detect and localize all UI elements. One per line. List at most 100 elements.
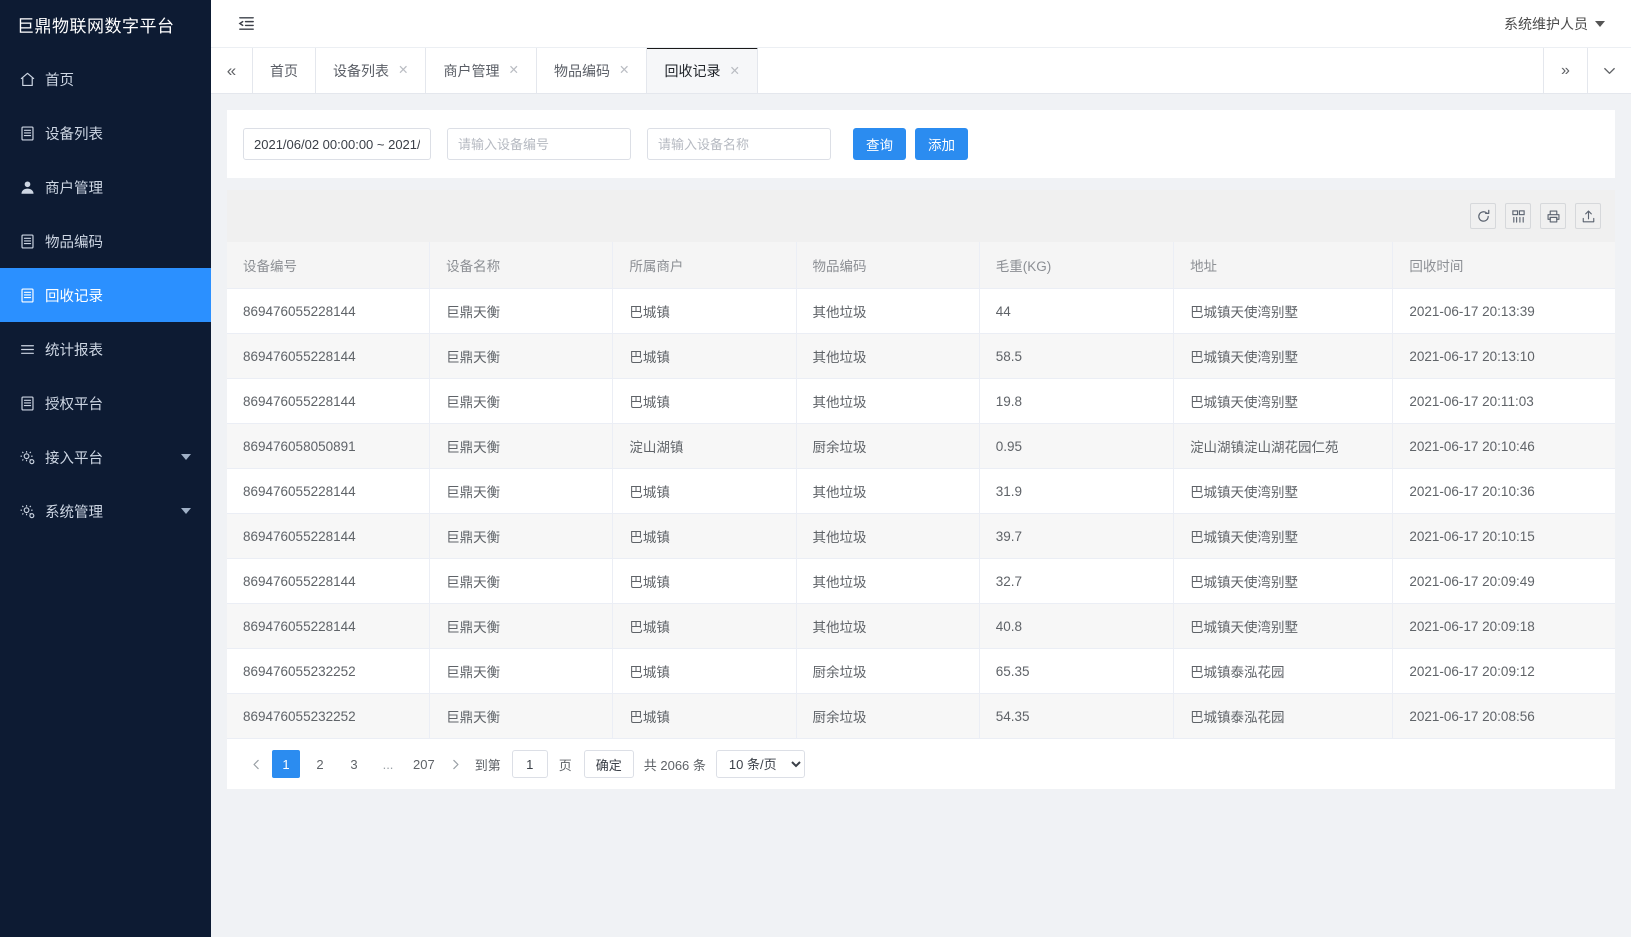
pagination-next-button[interactable] — [443, 751, 469, 777]
table-cell: 厨余垃圾 — [796, 423, 980, 469]
table-row[interactable]: 869476055228144 巨鼎天衡 巴城镇 其他垃圾 39.7 巴城镇天使湾别墅 20… — [227, 513, 1615, 559]
table-cell: 869476055228144 — [227, 333, 431, 379]
user-menu[interactable]: 系统维护人员 — [1504, 14, 1617, 34]
menu-icon — [18, 340, 36, 358]
chevron-down-icon[interactable] — [181, 454, 191, 460]
list-icon — [18, 124, 36, 142]
pagination-last-page-button[interactable]: 207 — [413, 756, 435, 772]
table-cell: 巨鼎天衡 — [429, 513, 614, 559]
table-cell: 巴城镇 — [612, 333, 797, 379]
table-cell: 869476058050891 — [227, 423, 431, 469]
device-code-input[interactable] — [447, 128, 631, 160]
sidebar-item-item-code[interactable]: 物品编码 — [0, 214, 211, 268]
print-icon[interactable] — [1540, 203, 1566, 229]
table-cell: 巨鼎天衡 — [429, 648, 614, 694]
close-icon[interactable]: ✕ — [618, 63, 630, 78]
close-icon[interactable]: ✕ — [729, 63, 740, 78]
close-icon[interactable]: ✕ — [508, 63, 519, 78]
tab-item[interactable]: 商户管理 ✕ — [426, 48, 537, 93]
table-row[interactable]: 869476055228144 巨鼎天衡 巴城镇 其他垃圾 19.8 巴城镇天使湾别墅 20… — [227, 378, 1615, 424]
device-name-input[interactable] — [647, 128, 831, 160]
sidebar-item-authorize[interactable]: 授权平台 — [0, 376, 211, 430]
table-row[interactable]: 869476055228144 巨鼎天衡 巴城镇 其他垃圾 31.9 巴城镇天使湾别墅 20… — [227, 468, 1615, 514]
table-cell: 其他垃圾 — [796, 513, 980, 559]
close-icon[interactable]: ✕ — [398, 63, 409, 78]
sidebar-nav: 首页 设备列表 商户管理 物品编码 回收记录统计报表授权平台接入平台系统管理 — [0, 52, 211, 538]
table-column-header: 回收时间 — [1392, 242, 1615, 289]
sidebar-item-recycle-record[interactable]: 回收记录 — [0, 268, 211, 322]
pagination-pages: 1 2 3... 207 — [269, 750, 443, 778]
table-toolbar — [227, 190, 1615, 242]
pagination-jump-suffix: 页 — [558, 757, 572, 773]
table-head: 设备编号 设备名称 所属商户 物品编码 毛重(KG) 地址 回收时间 — [227, 242, 1615, 289]
table-cell: 2021-06-17 20:11:03 — [1392, 378, 1615, 424]
tabs-scroll-left-button[interactable]: « — [211, 48, 253, 93]
table-row[interactable]: 869476058050891 巨鼎天衡 淀山湖镇 厨余垃圾 0.95 淀山湖镇淀山湖花园… — [227, 423, 1615, 469]
list-icon — [18, 394, 36, 412]
add-button[interactable]: 添加 — [915, 128, 968, 160]
table-cell: 869476055232252 — [227, 648, 431, 694]
table-cell: 869476055228144 — [227, 468, 431, 514]
table-cell: 巴城镇天使湾别墅 — [1173, 378, 1394, 424]
date-range-input[interactable] — [243, 128, 431, 160]
table-cell: 巴城镇天使湾别墅 — [1173, 558, 1394, 604]
table-cell: 2021-06-17 20:09:12 — [1392, 648, 1615, 694]
table-cell: 其他垃圾 — [796, 603, 980, 649]
sidebar-item-merchant[interactable]: 商户管理 — [0, 160, 211, 214]
columns-icon[interactable] — [1505, 203, 1531, 229]
table-cell: 其他垃圾 — [796, 333, 980, 379]
list-icon — [18, 286, 36, 304]
table-row[interactable]: 869476055232252 巨鼎天衡 巴城镇 厨余垃圾 65.35 巴城镇泰泓花园 20… — [227, 648, 1615, 694]
menu-fold-icon[interactable] — [237, 14, 256, 33]
table-cell: 其他垃圾 — [796, 468, 980, 514]
table-row[interactable]: 869476055228144 巨鼎天衡 巴城镇 其他垃圾 40.8 巴城镇天使湾别墅 20… — [227, 603, 1615, 649]
pagination-prev-button[interactable] — [243, 751, 269, 777]
sidebar-item-report[interactable]: 统计报表 — [0, 322, 211, 376]
refresh-icon[interactable] — [1470, 203, 1496, 229]
tab-item[interactable]: 首页 — [253, 48, 316, 93]
tab-item[interactable]: 物品编码 ✕ — [536, 48, 648, 93]
table-cell: 869476055228144 — [227, 513, 431, 559]
table-row[interactable]: 869476055228144 巨鼎天衡 巴城镇 其他垃圾 44 巴城镇天使湾别墅 2021… — [227, 288, 1615, 334]
pagination: 12 3... 207 到第 页 确定 共 2066 条 10 条/页20 条/页5… — [227, 739, 1615, 789]
sidebar-item-home[interactable]: 首页 — [0, 52, 211, 106]
page-size-select[interactable]: 10 条/页20 条/页50 条/页100 条/页 — [715, 750, 805, 778]
tab-item[interactable]: 回收记录 ✕ — [647, 48, 758, 93]
tabs-scroll-right-button[interactable]: » — [1543, 48, 1587, 93]
table-cell: 巴城镇 — [612, 378, 797, 424]
home-icon — [18, 70, 36, 88]
table-cell: 巴城镇天使湾别墅 — [1173, 333, 1394, 379]
chevron-down-icon[interactable] — [181, 508, 191, 514]
tab-label: 设备列表 — [333, 62, 389, 79]
export-icon[interactable] — [1575, 203, 1601, 229]
pagination-page-button[interactable]: 1 — [272, 750, 300, 778]
table-row[interactable]: 869476055228144 巨鼎天衡 巴城镇 其他垃圾 32.7 巴城镇天使湾别墅 20… — [227, 558, 1615, 604]
sidebar-item-access-platform[interactable]: 接入平台 — [0, 430, 211, 484]
table-row[interactable]: 869476055228144 巨鼎天衡 巴城镇 其他垃圾 58.5 巴城镇天使湾别墅 20… — [227, 333, 1615, 379]
table-cell: 巨鼎天衡 — [429, 333, 614, 379]
pagination-confirm-button[interactable]: 确定 — [583, 750, 634, 778]
sidebar-item-label: 系统管理 — [45, 504, 103, 521]
sidebar: 巨鼎物联网数字平台 首页 设备列表 商户管理 物品编码 回收记录 统计报表 授权平台 接入平台… — [0, 0, 211, 937]
sidebar-item-device-list[interactable]: 设备列表 — [0, 106, 211, 160]
top-bar: 系统维护人员 — [211, 0, 1631, 48]
tab-item[interactable]: 设备列表 ✕ — [316, 48, 427, 93]
sidebar-item-label: 授权平台 — [45, 396, 103, 413]
pagination-page-button[interactable]: 2 — [316, 756, 324, 772]
table-cell: 32.7 — [979, 558, 1175, 604]
tabs-scroll-container: 首页 设备列表 ✕ 商户管理 ✕ 物品编码 ✕ 回收记录 ✕ — [253, 48, 1543, 93]
gear-icon — [18, 448, 36, 466]
table-cell: 巴城镇 — [612, 603, 797, 649]
table-cell: 巴城镇天使湾别墅 — [1173, 513, 1394, 559]
tab-bar: « 首页 设备列表 ✕ 商户管理 ✕ 物品编码 ✕ 回收记录 ✕ » — [211, 48, 1631, 94]
sidebar-item-system-management[interactable]: 系统管理 — [0, 484, 211, 538]
pagination-page-button[interactable]: 3 — [350, 756, 358, 772]
table-cell: 巴城镇天使湾别墅 — [1173, 288, 1394, 334]
table-row[interactable]: 869476055232252 巨鼎天衡 巴城镇 厨余垃圾 54.35 巴城镇泰泓花园 20… — [227, 693, 1615, 739]
search-button[interactable]: 查询 — [853, 128, 906, 160]
table-cell: 54.35 — [979, 693, 1175, 739]
table-cell: 65.35 — [979, 648, 1175, 694]
sidebar-item-label: 统计报表 — [45, 342, 103, 359]
pagination-jump-input[interactable] — [511, 750, 548, 778]
tabs-dropdown-button[interactable] — [1587, 48, 1631, 93]
